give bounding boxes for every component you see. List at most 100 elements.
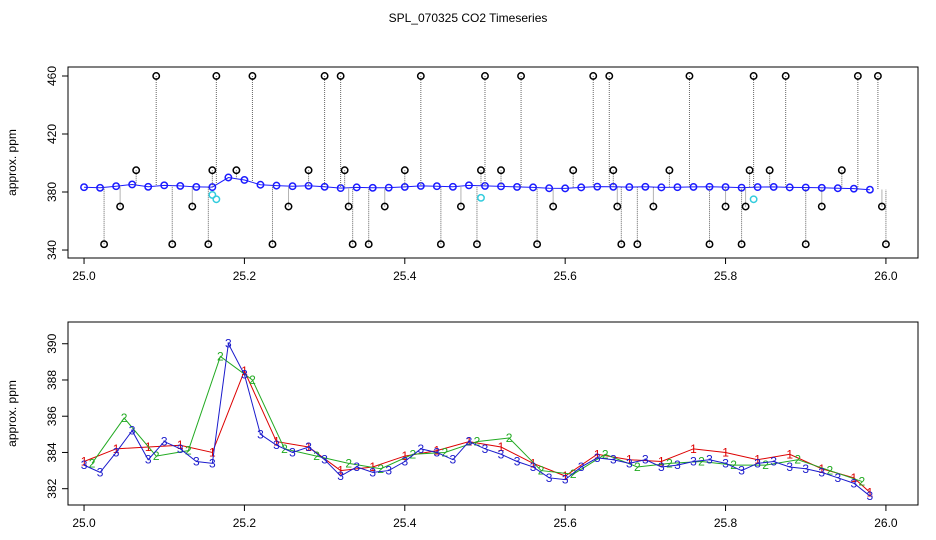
point-glyph: 1 [177,438,184,452]
point-glyph: 3 [594,451,601,465]
x-tick-label: 25.6 [553,516,577,530]
point-glyph: 3 [129,424,136,438]
x-tick-label: 25.6 [553,269,577,283]
point [256,180,265,189]
point [176,181,185,190]
point-glyph: 1 [498,440,505,454]
point-glyph: 3 [273,438,280,452]
y-tick-label: 382 [45,478,59,498]
point-glyph: 2 [377,462,384,476]
y-tick-label: 380 [45,182,59,202]
point [881,240,890,249]
point [384,183,393,192]
point-glyph: 2 [762,458,769,472]
point [477,166,485,175]
point [432,182,441,191]
chart-title: SPL_070325 CO2 Timeseries [389,11,548,25]
point [232,166,241,175]
point [288,182,297,191]
point-glyph: 1 [722,445,729,459]
point [817,202,826,211]
point-glyph: 3 [738,464,745,478]
point-glyph: 1 [658,455,665,469]
point [569,166,578,175]
series-line [83,342,871,497]
point-glyph: 2 [121,411,128,425]
point-glyph: 1 [690,442,697,456]
point [877,202,886,211]
point [633,240,642,249]
point-glyph: 2 [474,435,481,449]
point [208,166,217,175]
point [400,166,409,175]
point [657,183,666,192]
point-glyph: 3 [81,458,88,472]
point-glyph: 1 [786,447,793,461]
point-glyph: 2 [794,453,801,467]
point-glyph: 3 [851,476,858,490]
point [649,202,658,211]
point-glyph: 2 [442,445,449,459]
point [517,72,526,80]
point [833,184,842,193]
point [456,202,465,211]
y-tick-label: 420 [45,124,59,144]
point-glyph: 2 [602,447,609,461]
point-glyph: 3 [113,445,120,459]
point-glyph: 1 [530,456,537,470]
point-glyph: 3 [417,442,424,456]
x-tick-label: 25.2 [233,269,257,283]
point-glyph: 3 [321,453,328,467]
point-glyph: 3 [546,471,553,485]
point [705,240,714,249]
point [613,202,622,211]
point [336,72,345,80]
point [212,195,221,204]
point-glyph: 2 [409,447,416,461]
x-tick-label: 25.8 [714,269,738,283]
point-glyph: 2 [570,467,577,481]
point [625,183,634,192]
point [609,166,618,175]
point [721,202,730,211]
point [272,181,281,190]
point [368,183,377,192]
point [192,182,201,191]
point-glyph: 3 [867,489,874,503]
point-glyph: 2 [89,456,96,470]
point-glyph: 3 [257,427,264,441]
point [801,183,810,192]
point [801,240,810,249]
point [753,183,762,192]
point-glyph: 3 [658,460,665,474]
point-glyph: 3 [610,453,617,467]
point [352,183,361,192]
point-glyph: 1 [241,364,248,378]
x-tick-label: 26.0 [874,516,898,530]
point [304,166,313,175]
point-glyph: 3 [209,456,216,470]
point [208,183,217,192]
point-glyph: 1 [401,449,408,463]
point [593,182,602,191]
point-glyph: 3 [450,453,457,467]
point [765,166,774,175]
point-glyph: 1 [337,464,344,478]
point-glyph: 2 [859,474,866,488]
point-glyph: 2 [730,458,737,472]
point-glyph: 3 [401,455,408,469]
point [144,182,153,191]
point [737,240,746,249]
point-glyph: 3 [337,469,344,483]
point-glyph: 1 [594,447,601,461]
point-glyph: 1 [81,455,88,469]
point-glyph: 2 [153,449,160,463]
x-tick-label: 25.0 [72,516,96,530]
x-tick-label: 25.4 [393,269,417,283]
point-glyph: 2 [538,464,545,478]
point [853,72,862,80]
point [849,184,858,193]
point-glyph: 2 [217,349,224,363]
y-tick-label: 460 [45,66,59,86]
